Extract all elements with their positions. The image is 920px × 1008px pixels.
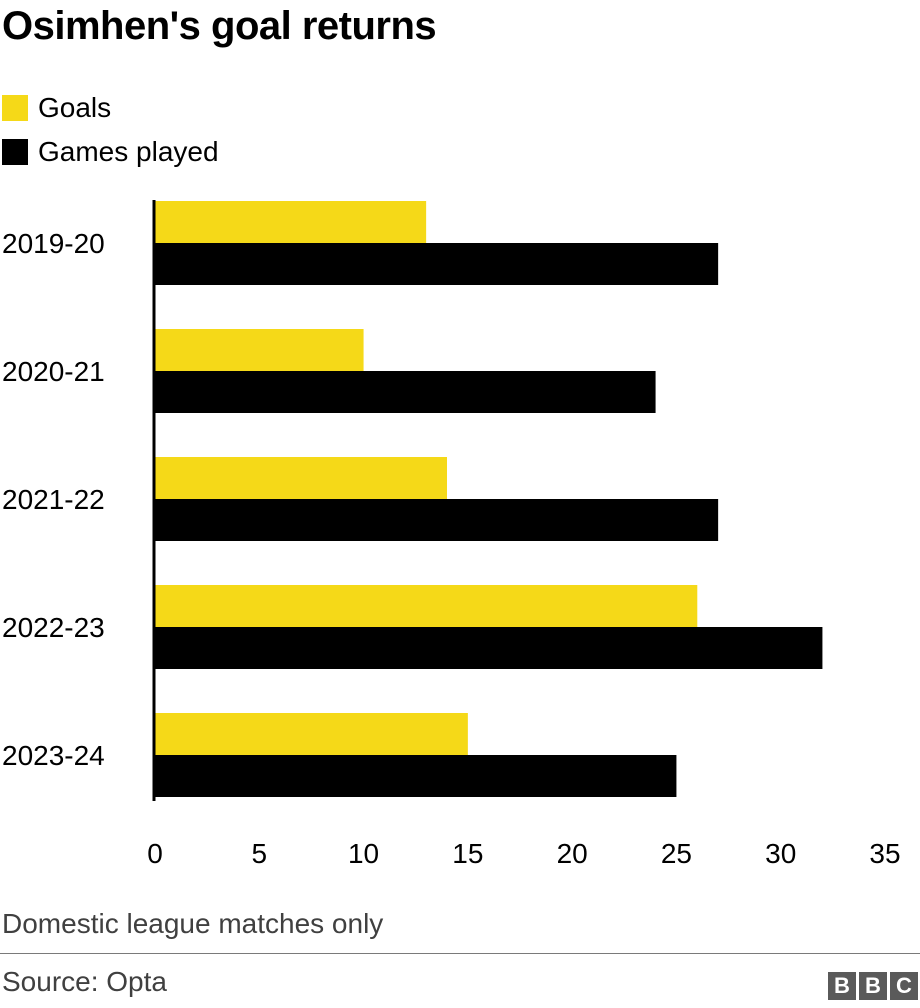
legend-item-games-played: Games played [2,130,219,174]
legend-item-goals: Goals [2,86,219,130]
x-tick-label: 30 [765,838,796,869]
x-tick-label: 15 [452,838,483,869]
bar-chart: 2019-20 2020-21 2021-22 2022-23 2023-24 0 5 10 1… [2,200,901,869]
source-text: Source: Opta [2,966,167,997]
x-tick-label: 0 [147,838,163,869]
x-tick-label: 10 [348,838,379,869]
bar-goals-2023-24 [155,713,468,755]
bar-games-played-2021-22 [155,499,719,541]
category-label: 2021-22 [2,484,105,515]
bbc-logo: B B C [828,972,918,1000]
x-tick-label: 20 [557,838,588,869]
category-label: 2023-24 [2,740,105,771]
x-tick-label: 35 [869,838,900,869]
legend: Goals Games played [2,86,219,174]
chart-note: Domestic league matches only [2,908,384,939]
x-tick-label: 5 [251,838,267,869]
legend-swatch-games-played [2,139,28,165]
bar-goals-2022-23 [155,585,698,627]
legend-label-goals: Goals [38,92,112,123]
chart-title: Osimhen's goal returns [2,4,437,48]
bar-games-played-2023-24 [155,755,677,797]
bar-games-played-2019-20 [155,243,719,285]
category-label: 2020-21 [2,356,105,387]
legend-swatch-goals [2,95,28,121]
bar-games-played-2020-21 [155,371,656,413]
category-label: 2022-23 [2,612,105,643]
bbc-logo-letter: C [890,972,918,1000]
footer-divider [0,953,920,954]
bbc-logo-letter: B [859,972,887,1000]
bar-goals-2020-21 [155,329,364,371]
bar-goals-2021-22 [155,457,447,499]
bar-goals-2019-20 [155,201,427,243]
bar-games-played-2022-23 [155,627,823,669]
bbc-logo-letter: B [828,972,856,1000]
category-label: 2019-20 [2,228,105,259]
legend-label-games-played: Games played [38,136,219,167]
x-tick-label: 25 [661,838,692,869]
